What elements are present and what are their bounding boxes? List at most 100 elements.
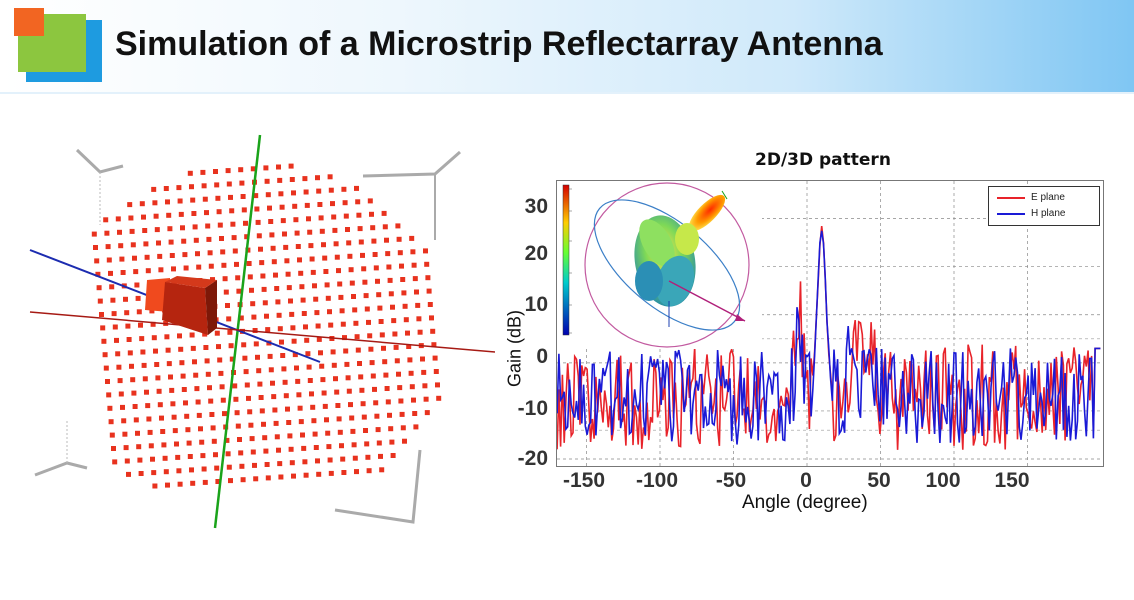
- array-element: [239, 463, 245, 469]
- array-element: [186, 440, 192, 446]
- array-element: [225, 168, 231, 174]
- array-element: [132, 404, 138, 409]
- array-element: [282, 379, 288, 385]
- array-element: [213, 452, 218, 458]
- array-element: [144, 254, 150, 260]
- array-element: [416, 316, 422, 322]
- array-element: [279, 204, 285, 210]
- array-element: [306, 216, 311, 222]
- array-element: [315, 458, 320, 464]
- array-element: [325, 430, 331, 436]
- array-element: [148, 443, 154, 449]
- array-element: [139, 201, 145, 207]
- array-element: [229, 208, 235, 214]
- array-element: [174, 441, 179, 447]
- array-element: [256, 233, 262, 239]
- array-element: [153, 213, 159, 219]
- array-element: [369, 360, 375, 366]
- array-element: [230, 221, 236, 227]
- array-element: [378, 453, 383, 459]
- array-element: [388, 291, 394, 297]
- array-element: [319, 363, 325, 369]
- array-element: [340, 321, 346, 327]
- array-element: [387, 277, 393, 283]
- array-element: [151, 335, 157, 341]
- array-element: [316, 188, 322, 194]
- array-element: [295, 378, 301, 384]
- array-element: [390, 304, 395, 310]
- array-element: [333, 241, 339, 247]
- array-element: [399, 411, 405, 417]
- array-element: [382, 224, 388, 230]
- array-element: [196, 412, 202, 418]
- array-element: [374, 413, 380, 419]
- array-element: [202, 479, 208, 485]
- array-element: [303, 472, 309, 478]
- array-element: [159, 415, 164, 421]
- array-element: [391, 318, 397, 324]
- array-element: [314, 310, 320, 316]
- array-element: [217, 357, 223, 363]
- array-element: [354, 334, 360, 340]
- array-element: [340, 456, 346, 462]
- array-element: [276, 164, 281, 170]
- array-element: [259, 408, 265, 414]
- array-element: [381, 210, 387, 216]
- array-element: [246, 395, 251, 401]
- array-element: [291, 338, 297, 344]
- frame-corner-tl: [75, 148, 124, 174]
- array-element: [109, 432, 115, 438]
- array-element: [112, 324, 118, 330]
- array-element: [123, 445, 129, 451]
- array-element: [225, 303, 230, 308]
- array-element: [192, 359, 197, 365]
- y-tick-neg20: -20: [517, 447, 548, 470]
- array-element: [145, 268, 151, 274]
- array-element: [315, 323, 321, 329]
- array-element: [409, 384, 415, 390]
- x-tick-neg50: -50: [715, 469, 747, 492]
- array-element: [251, 314, 257, 320]
- array-element: [264, 178, 270, 184]
- x-tick-neg150: -150: [562, 469, 606, 492]
- array-element: [412, 276, 418, 282]
- pattern-lobes: [634, 194, 726, 307]
- array-element: [410, 249, 416, 255]
- array-element: [196, 264, 202, 270]
- array-element: [429, 315, 434, 321]
- array-element: [321, 390, 327, 396]
- array-element: [227, 329, 233, 335]
- array-element: [287, 433, 293, 439]
- array-element: [265, 475, 271, 481]
- array-element: [147, 429, 153, 435]
- array-element: [238, 315, 244, 321]
- array-element: [166, 212, 172, 218]
- array-element: [411, 262, 417, 268]
- array-element: [298, 270, 304, 276]
- array-element: [341, 470, 347, 475]
- array-element: [373, 265, 379, 271]
- array-element: [141, 214, 146, 220]
- array-element: [350, 428, 356, 434]
- array-element: [424, 410, 430, 416]
- array-element: [280, 218, 286, 224]
- array-element: [236, 288, 242, 294]
- array-element: [126, 471, 131, 477]
- array-element: [252, 328, 258, 333]
- array-element: [146, 416, 152, 422]
- array-element: [398, 398, 404, 404]
- array-element: [218, 370, 224, 376]
- array-element: [161, 442, 167, 448]
- array-element: [322, 403, 328, 409]
- array-element: [168, 239, 174, 245]
- array-element: [158, 267, 164, 273]
- array-element: [268, 219, 274, 224]
- array-element: [149, 308, 155, 314]
- array-element: [355, 347, 361, 353]
- array-element: [376, 440, 382, 446]
- array-element: [190, 197, 196, 203]
- array-element: [180, 373, 186, 379]
- array-element: [427, 302, 433, 307]
- array-element: [274, 434, 280, 440]
- radiation-pattern-3d: [557, 181, 762, 349]
